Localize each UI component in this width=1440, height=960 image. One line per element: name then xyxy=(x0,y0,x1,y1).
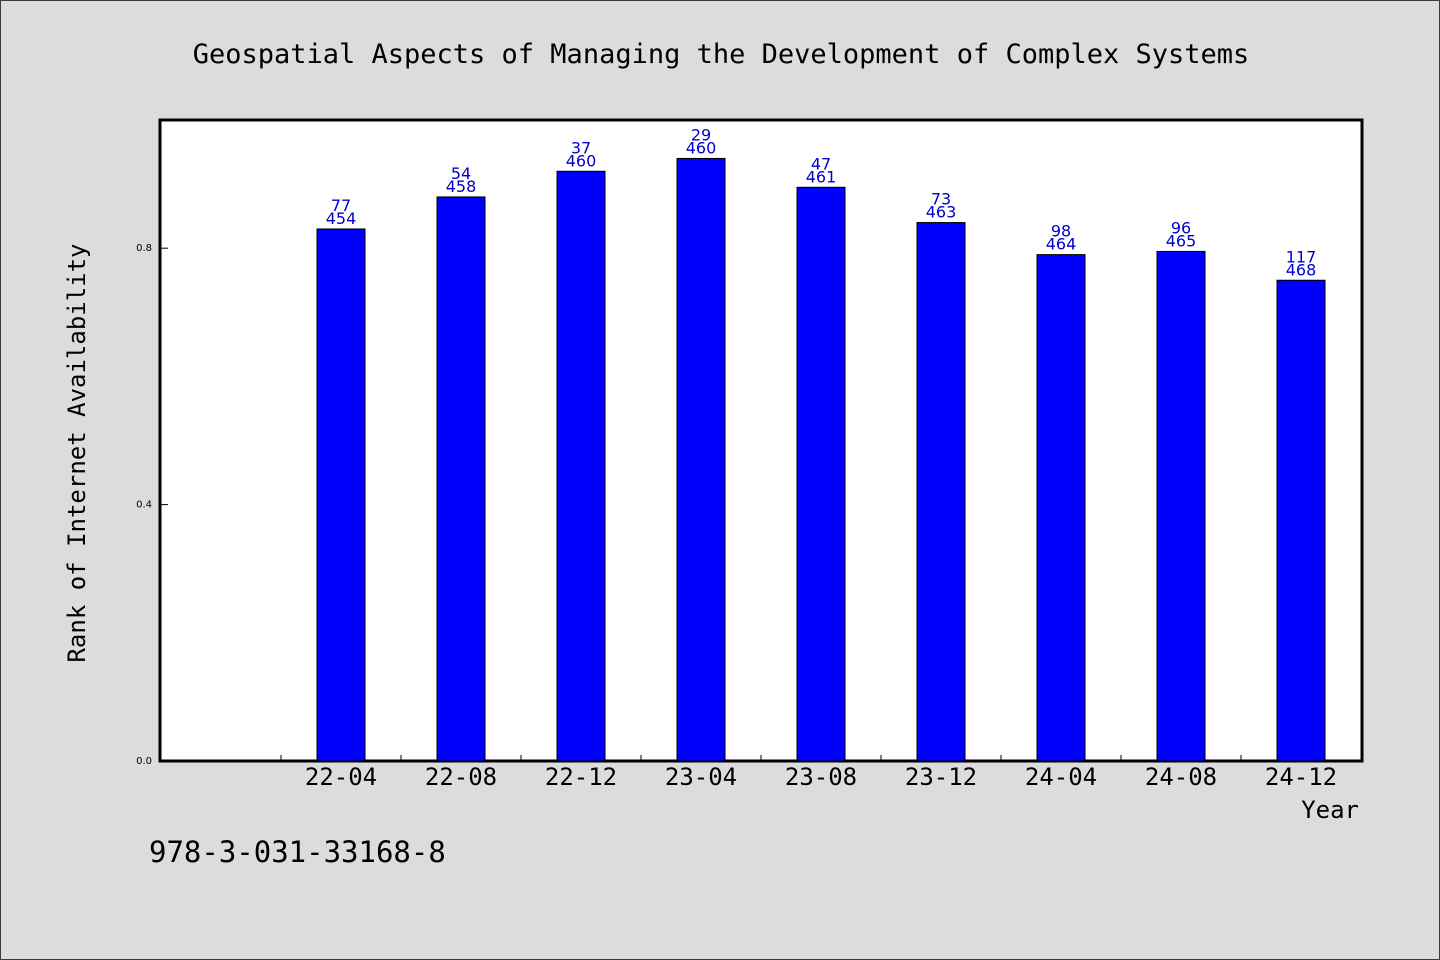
bar-label-bottom: 465 xyxy=(1166,231,1197,250)
x-axis-label: Year xyxy=(1301,796,1359,824)
x-tick-label: 24-04 xyxy=(1025,763,1097,791)
x-tick-label: 22-12 xyxy=(545,763,617,791)
bar-24-04 xyxy=(1036,254,1086,762)
x-tick-label: 24-08 xyxy=(1145,763,1217,791)
bar-23-08 xyxy=(796,186,846,762)
bar-24-08 xyxy=(1156,250,1206,762)
bar-label-top: 54 xyxy=(451,164,471,183)
bar-label-bottom: 464 xyxy=(1046,235,1077,254)
y-tick-label: 0.4 xyxy=(136,500,152,511)
bar-23-04 xyxy=(676,157,726,762)
bar-label-top: 73 xyxy=(931,190,951,209)
bar-label-top: 37 xyxy=(571,138,591,157)
bar-labels-group: 7745454458374602946047461734639846496465… xyxy=(326,125,1317,279)
isbn-label: 978-3-031-33168-8 xyxy=(149,835,446,869)
bar-22-12 xyxy=(556,170,606,762)
bar-label-bottom: 460 xyxy=(566,151,597,170)
bar-22-04 xyxy=(316,228,366,762)
bar-label-bottom: 460 xyxy=(686,138,717,157)
x-tick-label: 24-12 xyxy=(1265,763,1337,791)
bar-22-08 xyxy=(436,196,486,762)
bar-24-12 xyxy=(1276,279,1326,762)
y-tick-label: 0.8 xyxy=(136,243,152,254)
x-tick-label: 22-04 xyxy=(305,763,377,791)
bar-label-top: 29 xyxy=(691,125,711,144)
bar-label-top: 117 xyxy=(1286,247,1317,266)
y-tick-label: 0.0 xyxy=(136,756,152,767)
bar-label-top: 96 xyxy=(1171,218,1191,237)
x-tick-label: 22-08 xyxy=(425,763,497,791)
bar-label-bottom: 461 xyxy=(806,167,837,186)
x-tick-label: 23-04 xyxy=(665,763,737,791)
y-axis-ticks: 0.0 0.4 0.8 xyxy=(136,243,168,767)
bars-group xyxy=(316,157,1326,762)
bar-label-top: 77 xyxy=(331,196,351,215)
chart-title: Geospatial Aspects of Managing the Devel… xyxy=(193,39,1250,70)
x-axis-ticks: 22-04 22-08 22-12 23-04 23-08 23-12 24-04 24-08… xyxy=(280,755,1362,791)
bar-label-bottom: 458 xyxy=(446,177,477,196)
bar-label-top: 47 xyxy=(811,154,831,173)
bar-label-bottom: 468 xyxy=(1286,260,1317,279)
bar-label-bottom: 463 xyxy=(926,203,957,222)
y-axis-label: Rank of Internet Availability xyxy=(63,243,91,662)
x-tick-label: 23-08 xyxy=(785,763,857,791)
bar-label-top: 98 xyxy=(1051,222,1071,241)
x-tick-label: 23-12 xyxy=(905,763,977,791)
bar-label-bottom: 454 xyxy=(326,209,357,228)
bar-23-12 xyxy=(916,222,966,762)
